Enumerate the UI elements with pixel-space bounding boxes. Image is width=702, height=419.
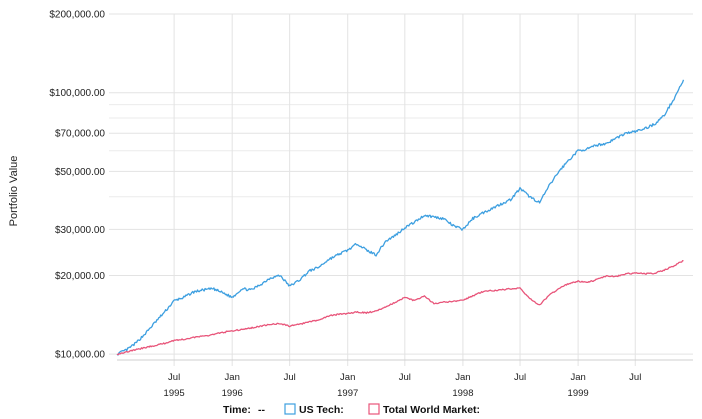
legend-swatch-us-tech[interactable] — [284, 403, 296, 415]
x-tick-label: Jan — [225, 372, 240, 383]
x-tick-label: Jan — [570, 372, 585, 383]
x-tick-label: Jul — [629, 372, 641, 383]
y-tick-label: $50,000.00 — [55, 167, 105, 178]
x-tick-year-label: 1999 — [568, 388, 589, 399]
x-tick-label: Jan — [455, 372, 470, 383]
y-tick-label: $100,000.00 — [49, 88, 105, 99]
y-tick-label: $70,000.00 — [55, 129, 105, 140]
y-tick-label: $20,000.00 — [55, 271, 105, 282]
series-layer[interactable] — [116, 79, 685, 356]
x-tick-year-label: 1996 — [222, 388, 243, 399]
legend-label-total-world-market[interactable]: Total World Market: — [383, 404, 480, 416]
series-line-us-tech[interactable] — [116, 79, 685, 356]
legend-swatch-total-world-market[interactable] — [368, 403, 380, 415]
y-tick-label: $200,000.00 — [49, 10, 105, 21]
legend-time-value: -- — [258, 404, 265, 416]
x-tick-label: Jul — [514, 372, 526, 383]
x-tick-year-label: 1995 — [164, 388, 185, 399]
series-line-total-world-market[interactable] — [116, 259, 684, 356]
y-axis-title: Portfolio Value — [8, 156, 20, 227]
legend-time-label: Time: — [223, 404, 251, 416]
grid-layer — [109, 13, 693, 366]
legend: Time: -- US Tech: Total World Market: — [223, 403, 480, 416]
x-tick-year-label: 1998 — [452, 388, 473, 399]
x-tick-label: Jan — [340, 372, 355, 383]
y-tick-label: $10,000.00 — [55, 350, 105, 361]
axis-layer: $10,000.00 $20,000.00 $30,000.00 $50,000.00… — [49, 10, 693, 399]
x-tick-label: Jul — [284, 372, 296, 383]
x-tick-label: Jul — [399, 372, 411, 383]
y-tick-label: $30,000.00 — [55, 225, 105, 236]
x-tick-year-label: 1997 — [337, 388, 358, 399]
x-tick-label: Jul — [168, 372, 180, 383]
legend-label-us-tech[interactable]: US Tech: — [299, 404, 344, 416]
